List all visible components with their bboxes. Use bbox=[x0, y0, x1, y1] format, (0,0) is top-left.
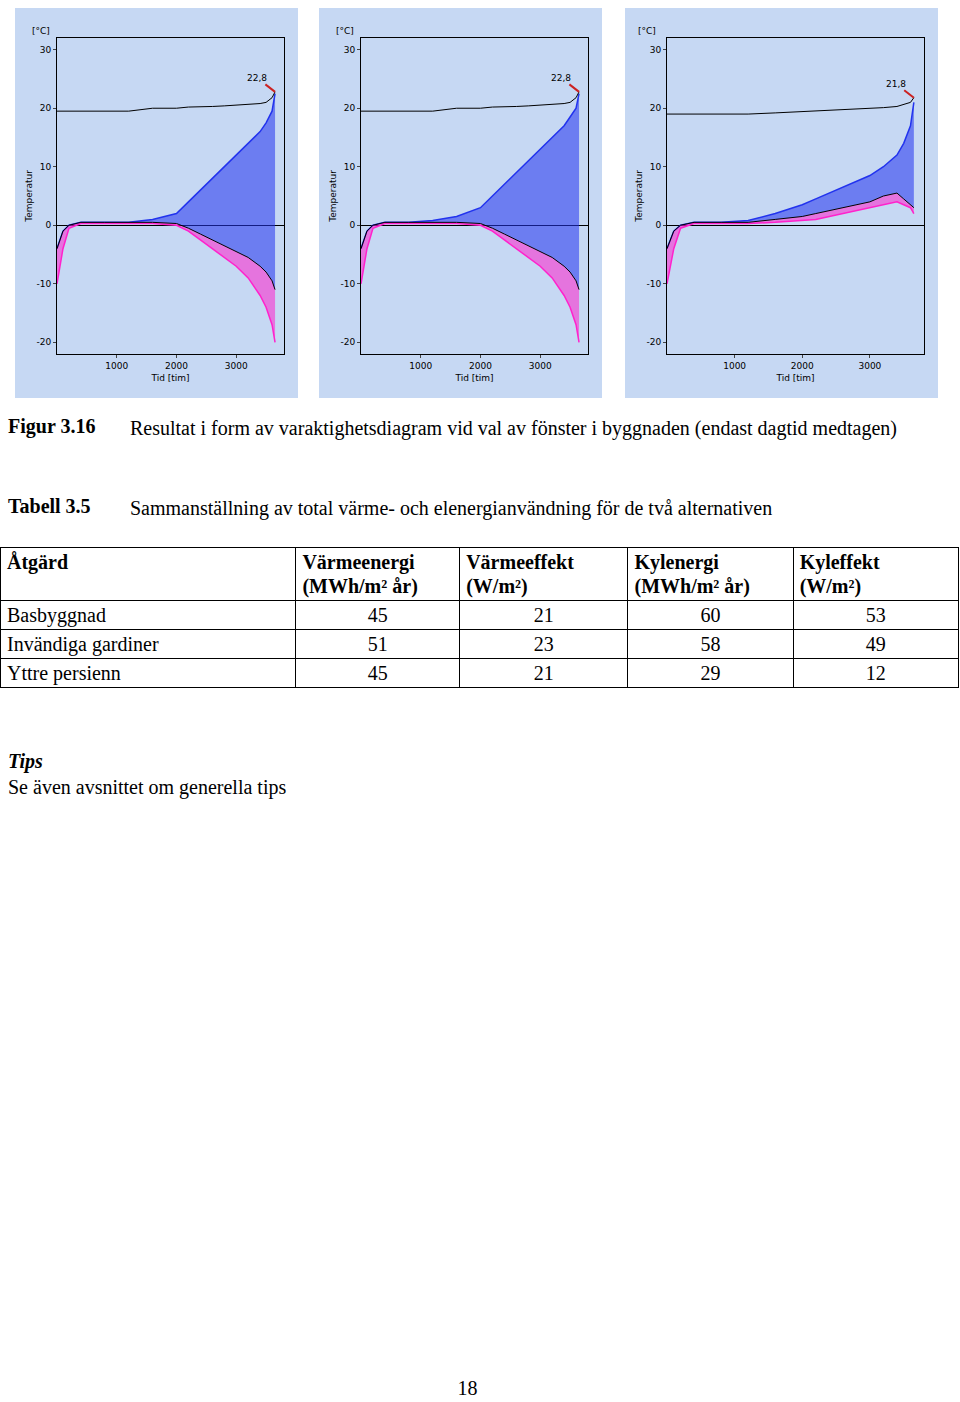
svg-text:Tid [tim]: Tid [tim] bbox=[150, 373, 189, 383]
html-text:(MWh/m² år): (MWh/m² år) bbox=[302, 575, 418, 597]
svg-text:2000: 2000 bbox=[165, 361, 188, 371]
html-text:Yttre persienn: Yttre persienn bbox=[7, 662, 121, 684]
svg-text:10: 10 bbox=[40, 162, 52, 172]
svg-text:Temperatur: Temperatur bbox=[634, 170, 644, 223]
html-text:Värmeeffekt: Värmeeffekt bbox=[466, 551, 574, 573]
svg-text:3000: 3000 bbox=[225, 361, 248, 371]
svg-text:20: 20 bbox=[40, 103, 52, 113]
svg-text:0: 0 bbox=[655, 220, 661, 230]
html-text:Tips: Tips bbox=[8, 750, 43, 772]
svg-text:Temperatur: Temperatur bbox=[24, 170, 34, 223]
html-text:18: 18 bbox=[457, 1377, 478, 1399]
html-text:Värmeenergi: Värmeenergi bbox=[302, 551, 415, 573]
svg-text:0: 0 bbox=[349, 220, 355, 230]
html-text:Basbyggnad: Basbyggnad bbox=[7, 604, 106, 626]
html-text:(MWh/m² år): (MWh/m² år) bbox=[634, 575, 750, 597]
svg-text:[°C]: [°C] bbox=[638, 26, 656, 36]
svg-text:2000: 2000 bbox=[791, 361, 814, 371]
html-text:23: 23 bbox=[533, 633, 554, 655]
html-text:Sammanställning av total värme: Sammanställning av total värme- och elen… bbox=[130, 497, 773, 519]
svg-text:[°C]: [°C] bbox=[32, 26, 50, 36]
svg-text:2000: 2000 bbox=[469, 361, 492, 371]
html-text:60: 60 bbox=[700, 604, 721, 626]
html-text:49: 49 bbox=[865, 633, 886, 655]
svg-text:-20: -20 bbox=[36, 337, 51, 347]
svg-text:0: 0 bbox=[45, 220, 51, 230]
html-text:Resultat i form av varaktighet: Resultat i form av varaktighetsdiagram v… bbox=[130, 417, 897, 439]
html-text:Tabell 3.5: Tabell 3.5 bbox=[8, 495, 91, 517]
html-text:Figur 3.16: Figur 3.16 bbox=[8, 415, 96, 437]
html-text:29: 29 bbox=[700, 662, 721, 684]
svg-text:1000: 1000 bbox=[105, 361, 128, 371]
svg-text:Tid [tim]: Tid [tim] bbox=[454, 373, 493, 383]
html-text:Invändiga gardiner: Invändiga gardiner bbox=[7, 633, 159, 655]
html-text:45: 45 bbox=[367, 604, 388, 626]
svg-text:Temperatur: Temperatur bbox=[328, 170, 338, 223]
svg-text:22,8: 22,8 bbox=[551, 73, 571, 83]
svg-text:30: 30 bbox=[650, 45, 662, 55]
svg-text:30: 30 bbox=[344, 45, 356, 55]
html-text:12: 12 bbox=[865, 662, 886, 684]
svg-text:-10: -10 bbox=[340, 279, 355, 289]
html-text:21: 21 bbox=[533, 604, 554, 626]
svg-text:21,8: 21,8 bbox=[886, 79, 906, 89]
html-text:(W/m²): (W/m²) bbox=[466, 575, 528, 597]
html-text:58: 58 bbox=[700, 633, 721, 655]
svg-text:20: 20 bbox=[650, 103, 662, 113]
html-text:21: 21 bbox=[533, 662, 554, 684]
html-text:Åtgärd: Åtgärd bbox=[7, 551, 69, 573]
svg-text:-10: -10 bbox=[646, 279, 661, 289]
svg-text:-20: -20 bbox=[340, 337, 355, 347]
svg-text:3000: 3000 bbox=[858, 361, 881, 371]
svg-text:30: 30 bbox=[40, 45, 52, 55]
html-text:Kyleffekt: Kyleffekt bbox=[799, 551, 880, 573]
svg-text:22,8: 22,8 bbox=[247, 73, 267, 83]
html-text:Se även avsnittet om generella: Se även avsnittet om generella tips bbox=[8, 776, 287, 798]
svg-text:3000: 3000 bbox=[529, 361, 552, 371]
html-text:51: 51 bbox=[367, 633, 388, 655]
svg-text:1000: 1000 bbox=[723, 361, 746, 371]
svg-text:1000: 1000 bbox=[409, 361, 432, 371]
html-text:Kylenergi: Kylenergi bbox=[634, 551, 719, 573]
svg-text:10: 10 bbox=[344, 162, 356, 172]
svg-text:10: 10 bbox=[650, 162, 662, 172]
svg-text:20: 20 bbox=[344, 103, 356, 113]
svg-text:-10: -10 bbox=[36, 279, 51, 289]
html-text:53: 53 bbox=[865, 604, 886, 626]
html-text:45: 45 bbox=[367, 662, 388, 684]
svg-text:Tid [tim]: Tid [tim] bbox=[775, 373, 814, 383]
html-text:(W/m²): (W/m²) bbox=[799, 575, 862, 597]
svg-text:[°C]: [°C] bbox=[336, 26, 354, 36]
svg-text:-20: -20 bbox=[646, 337, 661, 347]
